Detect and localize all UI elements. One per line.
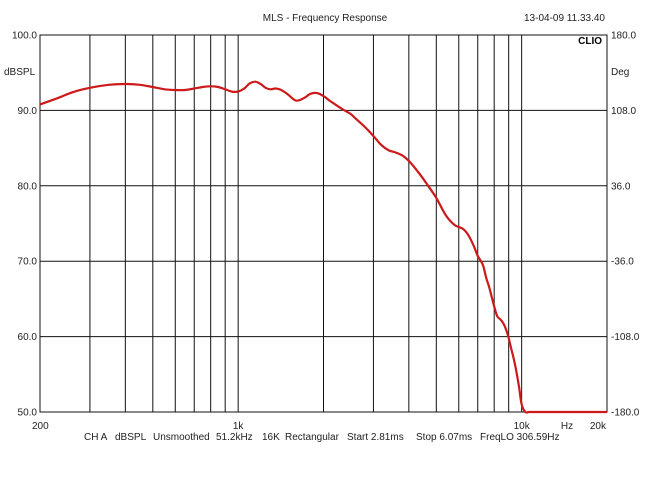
sample-rate-label: 51.2kHz bbox=[216, 432, 253, 443]
y-right-tick-label: 108.0 bbox=[611, 106, 636, 117]
timestamp: 13-04-09 11.33.40 bbox=[524, 13, 605, 24]
plot-frame bbox=[39, 34, 608, 413]
y-right-tick-label: 36.0 bbox=[611, 181, 631, 192]
x-axis-label: Hz bbox=[561, 421, 573, 432]
smoothing-label: Unsmoothed bbox=[153, 432, 210, 443]
y-right-tick-label: -36.0 bbox=[611, 257, 634, 268]
y-left-tick-label: 90.0 bbox=[18, 106, 38, 117]
stop-label: Stop 6.07ms bbox=[416, 432, 473, 443]
x-tick-label: 10k bbox=[514, 421, 531, 432]
tick-labels: 100.0 90.0 80.0 70.0 60.0 50.0 180.0 108.0 36.0 -… bbox=[12, 31, 640, 433]
clio-logo: CLIO bbox=[578, 36, 602, 47]
y-left-tick-label: 70.0 bbox=[18, 257, 38, 268]
y-left-tick-label: 80.0 bbox=[18, 181, 38, 192]
y-right-tick-label: 180.0 bbox=[611, 31, 636, 42]
start-label: Start 2.81ms bbox=[347, 432, 404, 443]
y-right-tick-label: -180.0 bbox=[611, 408, 640, 419]
y-right-tick-label: -108.0 bbox=[611, 332, 640, 343]
window-label: Rectangular bbox=[285, 432, 339, 443]
y-right-axis-label: Deg bbox=[611, 67, 629, 78]
x-tick-label: 1k bbox=[233, 421, 245, 432]
frequency-response-line bbox=[39, 80, 607, 414]
series-layer bbox=[39, 80, 607, 414]
grid bbox=[39, 34, 608, 413]
y-left-tick-label: 50.0 bbox=[18, 408, 38, 419]
size-label: 16K bbox=[262, 432, 280, 443]
y-left-tick-label: 60.0 bbox=[18, 332, 38, 343]
y-left-tick-label: 100.0 bbox=[12, 31, 37, 42]
x-tick-label: 20k bbox=[590, 421, 607, 432]
measurement-info-bar: CH A dBSPL Unsmoothed 51.2kHz 16K Rectan… bbox=[0, 432, 650, 450]
channel-label: CH A bbox=[84, 432, 108, 443]
x-tick-label: 200 bbox=[32, 421, 49, 432]
y-left-axis-label: dBSPL bbox=[4, 67, 36, 78]
unit-label: dBSPL bbox=[115, 432, 147, 443]
chart-title: MLS - Frequency Response bbox=[263, 13, 388, 24]
freqlo-label: FreqLO 306.59Hz bbox=[480, 432, 560, 443]
